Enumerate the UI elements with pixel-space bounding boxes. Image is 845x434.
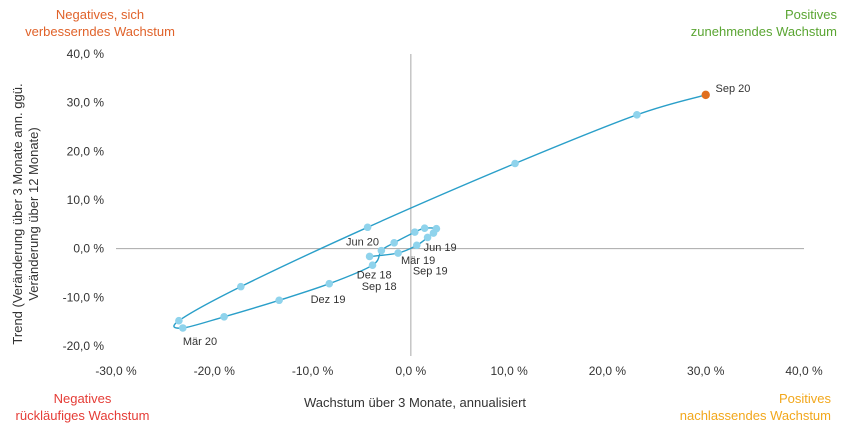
x-tick-label: -10,0 % [292, 364, 334, 378]
quadrant-label-top-right-line-2: zunehmendes Wachstum [690, 24, 837, 39]
data-point [412, 241, 421, 250]
quadrant-label-top-right-line-1: Positives [784, 7, 837, 22]
y-tick-label: 20,0 % [67, 144, 105, 158]
quadrant-label-bottom-left-line-2: rückläufiges Wachstum [15, 408, 150, 423]
quadrant-label-bottom-right-line-1: Positives [778, 391, 831, 406]
axes: -30,0 % -20,0 % -10,0 % 0,0 % 10,0 % 20,0 % 30… [63, 47, 823, 378]
y-tick-label: -20,0 % [63, 339, 105, 353]
point-label: Sep 20 [716, 83, 751, 95]
point-label: Mär 19 [401, 255, 435, 267]
data-point [394, 249, 402, 257]
quadrant-label-bottom-right-line-2: nachlassendes Wachstum [679, 408, 831, 423]
data-point [432, 224, 441, 233]
quadrant-label-bottom-right: Positives nachlassendes Wachstum [631, 390, 831, 424]
point-label: Sep 18 [362, 281, 397, 293]
data-point [368, 261, 377, 270]
quadrant-label-bottom-left: Negatives rückläufiges Wachstum [0, 390, 165, 424]
data-point [363, 223, 372, 232]
y-axis-title: Trend (Veränderung über 3 Monate ann. gg… [10, 83, 41, 344]
x-tick-label: -30,0 % [95, 364, 137, 378]
y-tick-label: -10,0 % [63, 290, 105, 304]
quadrant-label-top-left-line-1: Negatives, sich [55, 7, 145, 22]
data-point [377, 246, 386, 255]
x-tick-label: 20,0 % [589, 364, 627, 378]
data-point [220, 313, 228, 321]
x-tick-label: 10,0 % [490, 364, 528, 378]
y-tick-label: 30,0 % [67, 96, 105, 110]
data-point [420, 224, 429, 233]
y-axis-title-line-1: Trend (Veränderung über 3 Monate ann. gg… [10, 83, 25, 344]
quadrant-label-bottom-left-line-1: Negatives [53, 391, 112, 406]
quadrant-label-top-left: Negatives, sich verbesserndes Wachstum [0, 6, 200, 40]
data-point [633, 111, 641, 119]
quadrant-label-top-right: Positives zunehmendes Wachstum [637, 6, 837, 40]
y-axis-title-line-2: Veränderung über 12 Monate) [26, 127, 41, 300]
data-point [275, 296, 283, 305]
data-point [365, 252, 374, 261]
data-point [423, 233, 432, 242]
trajectory-layer [173, 94, 706, 329]
y-tick-label: 0,0 % [73, 242, 104, 256]
x-tick-label: 40,0 % [785, 364, 823, 378]
points-layer [175, 90, 710, 332]
point-label: Mär 20 [183, 336, 217, 348]
latest-data-point [701, 90, 710, 100]
data-point [511, 159, 519, 168]
point-label: Dez 19 [311, 294, 346, 306]
data-point [410, 228, 419, 236]
data-point [325, 279, 334, 288]
data-point [390, 239, 398, 247]
point-label: Sep 19 [413, 265, 448, 277]
data-point [175, 316, 183, 325]
data-point [179, 324, 187, 332]
data-point [237, 282, 245, 291]
quadrant-label-top-left-line-2: verbesserndes Wachstum [25, 24, 175, 39]
point-label: Jun 20 [346, 237, 379, 249]
y-tick-label: 10,0 % [67, 193, 105, 207]
x-tick-label: -20,0 % [194, 364, 236, 378]
point-label: Dez 18 [357, 269, 392, 281]
trajectory-line [173, 94, 706, 329]
x-axis-title: Wachstum über 3 Monate, annualisiert [304, 395, 526, 410]
point-label: Jun 19 [424, 242, 457, 254]
x-tick-label: 30,0 % [687, 364, 725, 378]
y-tick-label: 40,0 % [67, 47, 105, 61]
x-tick-label: 0,0 % [396, 364, 427, 378]
